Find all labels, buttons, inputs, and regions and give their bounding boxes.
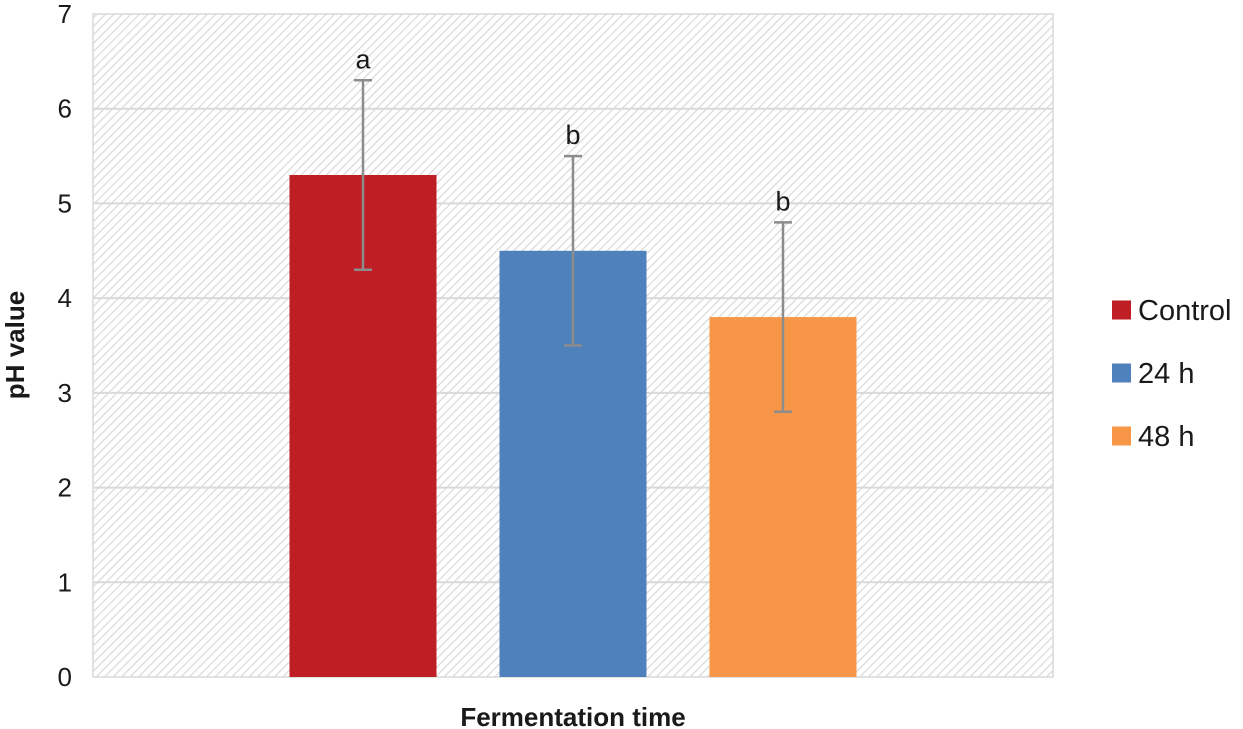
y-tick-label: 5 — [58, 188, 72, 218]
legend-swatch — [1112, 363, 1131, 383]
y-tick-label: 6 — [58, 94, 72, 124]
y-tick-label: 1 — [58, 567, 72, 597]
y-tick-label: 3 — [58, 378, 72, 408]
y-tick-label: 4 — [58, 283, 72, 313]
y-axis-ticks: 0 1 2 3 4 5 6 7 — [58, 0, 72, 692]
error-bars — [354, 79, 792, 414]
legend-label: 24 h — [1138, 358, 1194, 390]
y-tick-label: 2 — [58, 473, 72, 503]
significance-label: b — [775, 186, 790, 216]
significance-label: a — [355, 44, 371, 74]
legend: Control 24 h 48 h — [1112, 295, 1232, 453]
legend-label: Control — [1138, 295, 1232, 327]
y-tick-label: 7 — [58, 0, 72, 29]
significance-label: b — [565, 120, 580, 150]
legend-swatch — [1112, 300, 1131, 320]
significance-labels: a b b — [355, 44, 790, 216]
legend-swatch — [1112, 426, 1131, 446]
x-axis-title: Fermentation time — [460, 702, 685, 729]
y-tick-label: 0 — [58, 662, 72, 692]
legend-label: 48 h — [1138, 421, 1194, 453]
y-axis-title: pH value — [0, 291, 30, 399]
